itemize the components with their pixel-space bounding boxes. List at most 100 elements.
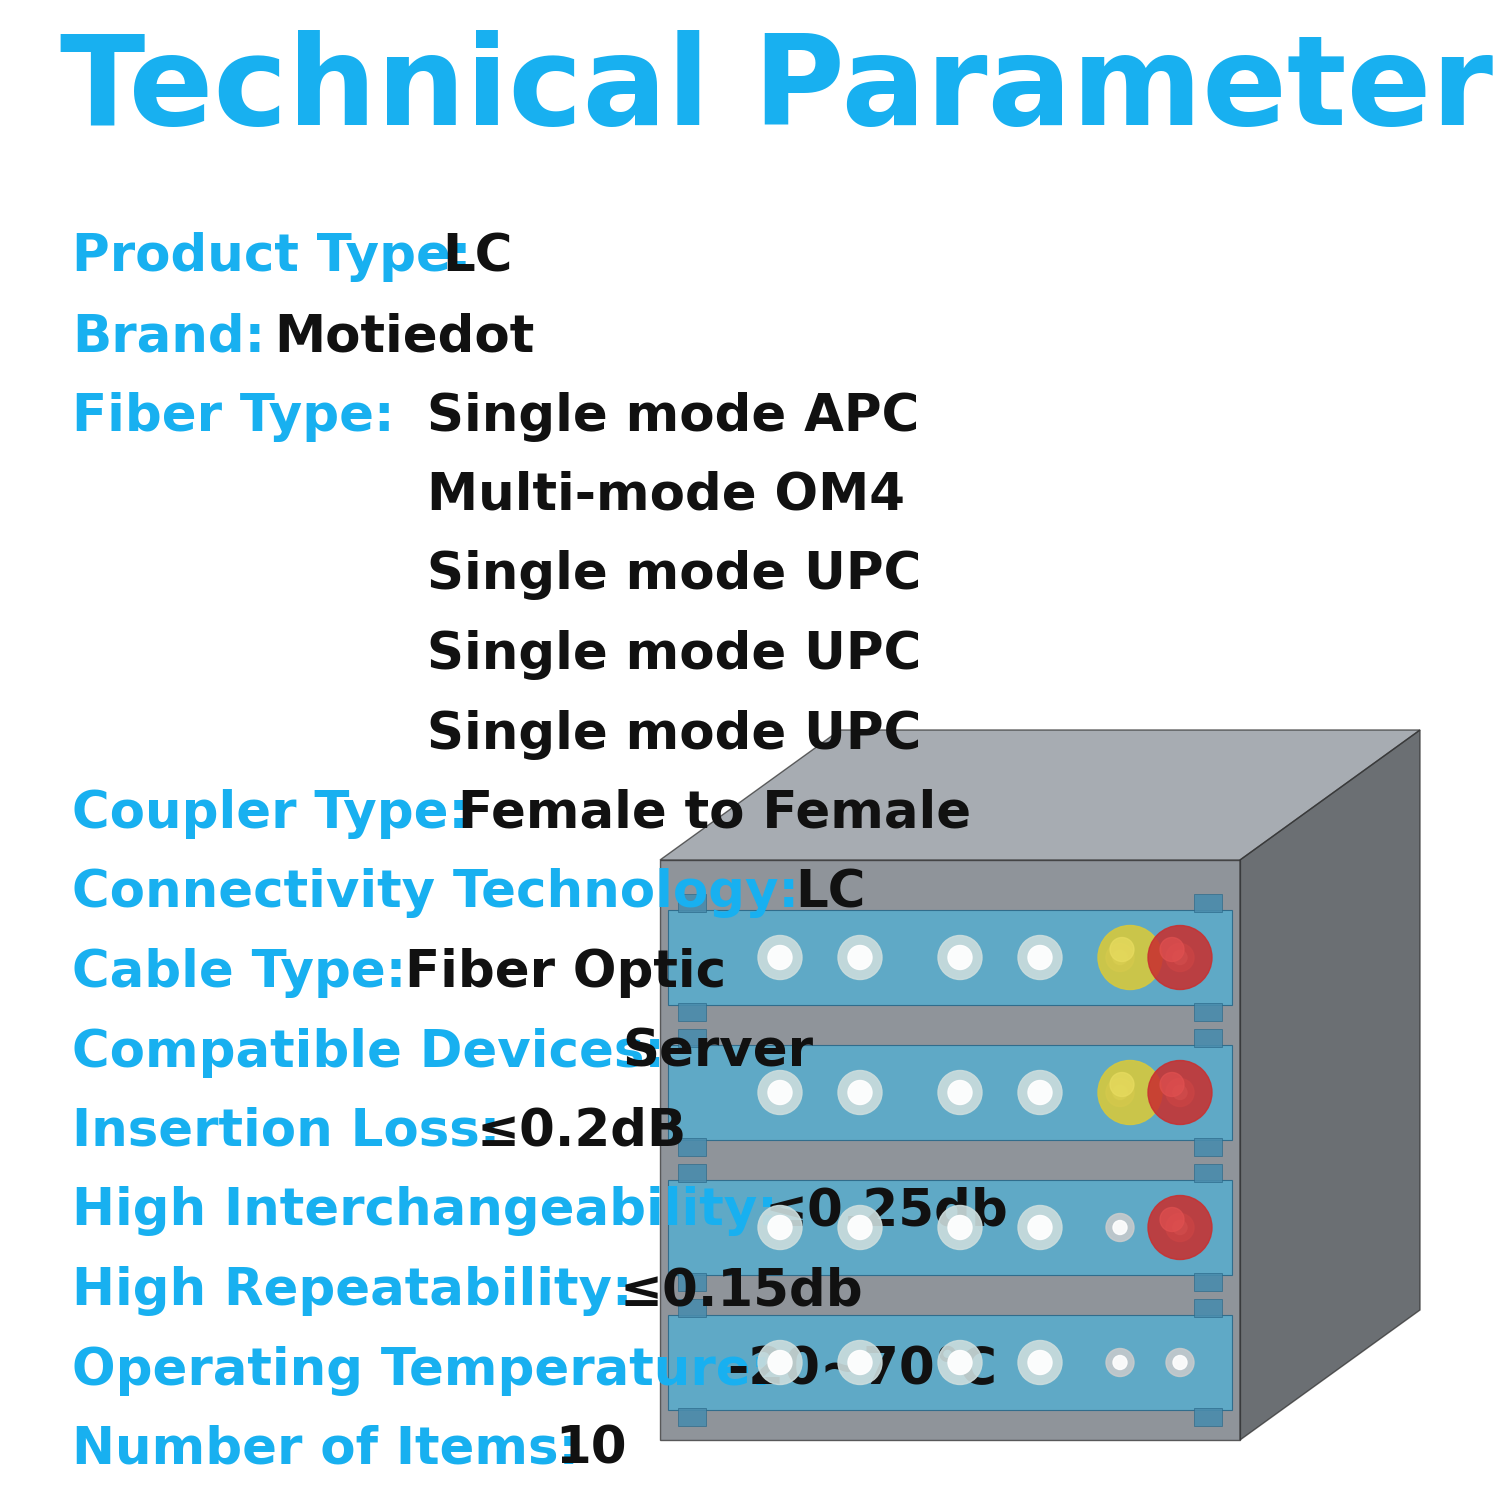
Circle shape	[948, 1080, 972, 1104]
Circle shape	[839, 1071, 882, 1114]
Text: Number of Items:: Number of Items:	[72, 1425, 579, 1474]
Text: Server: Server	[622, 1028, 813, 1077]
Circle shape	[1098, 926, 1162, 990]
Text: Product Type:: Product Type:	[72, 232, 471, 282]
Bar	[1194, 1408, 1222, 1426]
Circle shape	[768, 1215, 792, 1239]
Circle shape	[1106, 1078, 1134, 1107]
Circle shape	[768, 945, 792, 969]
Text: Single mode UPC: Single mode UPC	[427, 550, 921, 600]
Circle shape	[1113, 951, 1126, 964]
Circle shape	[1113, 1356, 1126, 1370]
Circle shape	[1166, 1214, 1194, 1242]
Bar	[678, 1004, 706, 1022]
Circle shape	[758, 1071, 802, 1114]
Text: 10: 10	[555, 1425, 627, 1474]
Circle shape	[847, 1350, 871, 1374]
Text: Female to Female: Female to Female	[458, 789, 970, 838]
Bar	[1194, 1299, 1222, 1317]
Text: High Interchangeability:: High Interchangeability:	[72, 1186, 777, 1236]
Circle shape	[1160, 938, 1184, 962]
Circle shape	[1106, 1214, 1134, 1242]
Text: High Repeatability:: High Repeatability:	[72, 1266, 633, 1316]
Bar	[678, 1408, 706, 1426]
Circle shape	[758, 1341, 802, 1384]
Bar	[1194, 1164, 1222, 1182]
Text: Brand:: Brand:	[72, 312, 266, 362]
Bar	[668, 1046, 1232, 1140]
Polygon shape	[660, 859, 1240, 1440]
Circle shape	[758, 1206, 802, 1249]
Circle shape	[1173, 1356, 1186, 1370]
Circle shape	[1110, 938, 1134, 962]
Circle shape	[1148, 926, 1212, 990]
Text: ≤0.2dB: ≤0.2dB	[477, 1107, 687, 1156]
Circle shape	[938, 936, 982, 980]
Text: -20~70℃: -20~70℃	[728, 1346, 998, 1395]
Circle shape	[1166, 1348, 1194, 1377]
Text: Fiber Type:: Fiber Type:	[72, 392, 395, 441]
Circle shape	[847, 1080, 871, 1104]
Circle shape	[768, 1080, 792, 1104]
Bar	[678, 1029, 706, 1047]
Text: LC: LC	[795, 868, 865, 918]
Text: Single mode APC: Single mode APC	[427, 392, 920, 441]
Text: Coupler Type:: Coupler Type:	[72, 789, 470, 838]
Text: ≤0.25db: ≤0.25db	[765, 1186, 1008, 1236]
Polygon shape	[660, 730, 1420, 860]
Circle shape	[1173, 951, 1186, 964]
Bar	[668, 1180, 1232, 1275]
Text: Single mode UPC: Single mode UPC	[427, 710, 921, 759]
Circle shape	[948, 1215, 972, 1239]
Circle shape	[839, 1206, 882, 1249]
Text: Technical Parameter: Technical Parameter	[60, 30, 1492, 152]
Circle shape	[1028, 1080, 1051, 1104]
Circle shape	[1106, 944, 1134, 972]
Bar	[678, 1274, 706, 1292]
Circle shape	[1166, 944, 1194, 972]
Circle shape	[1028, 1350, 1051, 1374]
Circle shape	[1160, 1072, 1184, 1096]
Circle shape	[1173, 1086, 1186, 1100]
Bar	[678, 894, 706, 912]
Text: Connectivity Technology:: Connectivity Technology:	[72, 868, 800, 918]
Circle shape	[758, 936, 802, 980]
Circle shape	[1160, 1208, 1184, 1231]
Circle shape	[1019, 936, 1062, 980]
Text: LC: LC	[442, 232, 513, 282]
Circle shape	[1173, 1221, 1186, 1234]
Text: Operating Temperature:: Operating Temperature:	[72, 1346, 771, 1395]
Circle shape	[768, 1350, 792, 1374]
Text: Single mode UPC: Single mode UPC	[427, 630, 921, 680]
Circle shape	[1098, 1060, 1162, 1125]
Circle shape	[1028, 945, 1051, 969]
Text: Cable Type:: Cable Type:	[72, 948, 407, 998]
Text: Motiedot: Motiedot	[274, 312, 534, 362]
Circle shape	[1019, 1206, 1062, 1249]
Circle shape	[938, 1341, 982, 1384]
Text: Compatible Devices:: Compatible Devices:	[72, 1028, 664, 1077]
Text: Insertion Loss:: Insertion Loss:	[72, 1107, 500, 1156]
Circle shape	[1019, 1071, 1062, 1114]
Circle shape	[1106, 1348, 1134, 1377]
Circle shape	[847, 945, 871, 969]
Polygon shape	[1240, 730, 1420, 1440]
Bar	[678, 1138, 706, 1156]
Circle shape	[938, 1206, 982, 1249]
Bar	[1194, 1004, 1222, 1022]
Circle shape	[1166, 1078, 1194, 1107]
Bar	[1194, 1274, 1222, 1292]
Circle shape	[1113, 1221, 1126, 1234]
Bar	[1194, 894, 1222, 912]
Circle shape	[948, 945, 972, 969]
Circle shape	[839, 1341, 882, 1384]
Circle shape	[948, 1350, 972, 1374]
Text: Multi-mode OM4: Multi-mode OM4	[427, 471, 906, 520]
Circle shape	[1148, 1196, 1212, 1260]
Circle shape	[1019, 1341, 1062, 1384]
Text: Fiber Optic: Fiber Optic	[405, 948, 726, 998]
Bar	[1194, 1029, 1222, 1047]
Circle shape	[1110, 1072, 1134, 1096]
Circle shape	[938, 1071, 982, 1114]
Circle shape	[1113, 1086, 1126, 1100]
